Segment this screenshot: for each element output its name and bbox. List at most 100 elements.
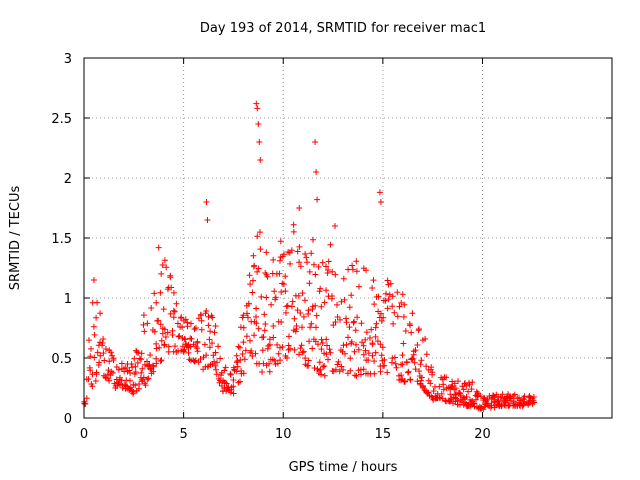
data-point xyxy=(296,243,303,250)
data-point xyxy=(282,273,289,280)
data-point xyxy=(425,389,432,396)
data-point xyxy=(240,370,247,377)
data-point xyxy=(151,328,158,335)
data-point xyxy=(284,302,291,309)
data-point xyxy=(360,342,367,349)
data-point xyxy=(351,318,358,325)
data-point xyxy=(257,157,264,163)
data-point xyxy=(319,340,326,346)
data-point xyxy=(241,356,248,363)
data-point xyxy=(300,348,307,355)
data-point xyxy=(191,326,198,333)
data-point xyxy=(206,336,213,343)
data-point xyxy=(323,351,330,358)
data-point xyxy=(237,378,243,385)
data-point xyxy=(222,364,229,371)
data-point xyxy=(203,308,210,314)
data-point xyxy=(158,270,165,277)
x-tick-label: 20 xyxy=(474,427,491,442)
data-point xyxy=(133,349,140,355)
data-point xyxy=(309,345,316,352)
data-point xyxy=(409,310,416,317)
data-point xyxy=(234,363,241,370)
data-point xyxy=(427,380,434,387)
data-point xyxy=(314,196,321,203)
data-point xyxy=(282,288,289,295)
data-point xyxy=(390,320,397,327)
data-point xyxy=(293,323,300,329)
data-point xyxy=(460,386,467,393)
data-point xyxy=(463,382,470,389)
data-point xyxy=(291,346,298,353)
data-point xyxy=(253,313,259,320)
data-point xyxy=(379,344,386,351)
data-point xyxy=(313,324,319,331)
data-point xyxy=(136,381,143,387)
data-point xyxy=(350,319,357,326)
data-point xyxy=(115,366,122,373)
data-point xyxy=(402,328,409,334)
data-point xyxy=(204,217,211,223)
data-point xyxy=(213,371,220,378)
data-point xyxy=(249,353,256,359)
data-point xyxy=(321,372,328,379)
data-point xyxy=(377,341,384,348)
data-point xyxy=(251,332,258,339)
data-point xyxy=(353,268,360,275)
data-point xyxy=(160,306,167,313)
data-point xyxy=(456,389,463,396)
data-point xyxy=(141,380,148,387)
data-point xyxy=(360,351,367,358)
data-point xyxy=(468,386,475,393)
data-point xyxy=(99,340,106,346)
data-point xyxy=(324,342,330,349)
data-point xyxy=(302,355,309,362)
data-point xyxy=(299,324,305,331)
data-point xyxy=(401,301,408,308)
data-point xyxy=(290,228,297,235)
data-point xyxy=(198,312,205,319)
data-point xyxy=(483,397,490,404)
data-point xyxy=(337,316,343,323)
data-point xyxy=(340,275,347,282)
data-point xyxy=(365,357,372,364)
data-point xyxy=(106,358,113,365)
data-point xyxy=(212,362,219,369)
data-point xyxy=(277,344,283,351)
data-point xyxy=(257,246,264,253)
data-point xyxy=(201,341,208,348)
data-point xyxy=(353,341,359,348)
data-point xyxy=(91,277,97,283)
data-point xyxy=(140,374,147,381)
data-point xyxy=(412,366,419,373)
data-point xyxy=(436,383,443,390)
data-point xyxy=(416,326,422,332)
data-point xyxy=(316,368,322,374)
data-point xyxy=(477,405,484,412)
data-point xyxy=(286,333,292,340)
data-point xyxy=(353,373,360,379)
data-point xyxy=(510,398,517,405)
data-point xyxy=(203,199,210,205)
data-point xyxy=(312,139,319,145)
data-point xyxy=(251,262,258,269)
data-point xyxy=(363,267,369,274)
data-point xyxy=(302,250,309,257)
data-point xyxy=(127,370,134,376)
data-point xyxy=(384,369,391,376)
data-point xyxy=(312,302,319,309)
data-point xyxy=(164,329,171,336)
x-tick-label: 15 xyxy=(375,427,392,442)
data-point xyxy=(277,257,283,264)
y-tick-label: 0.5 xyxy=(51,352,72,367)
data-point xyxy=(349,266,356,273)
data-point xyxy=(198,326,205,333)
data-point xyxy=(372,349,379,356)
data-point xyxy=(234,358,241,364)
data-point xyxy=(371,358,378,365)
data-point xyxy=(403,358,410,365)
data-point xyxy=(258,293,265,300)
data-point xyxy=(345,334,351,341)
data-point xyxy=(288,247,295,254)
